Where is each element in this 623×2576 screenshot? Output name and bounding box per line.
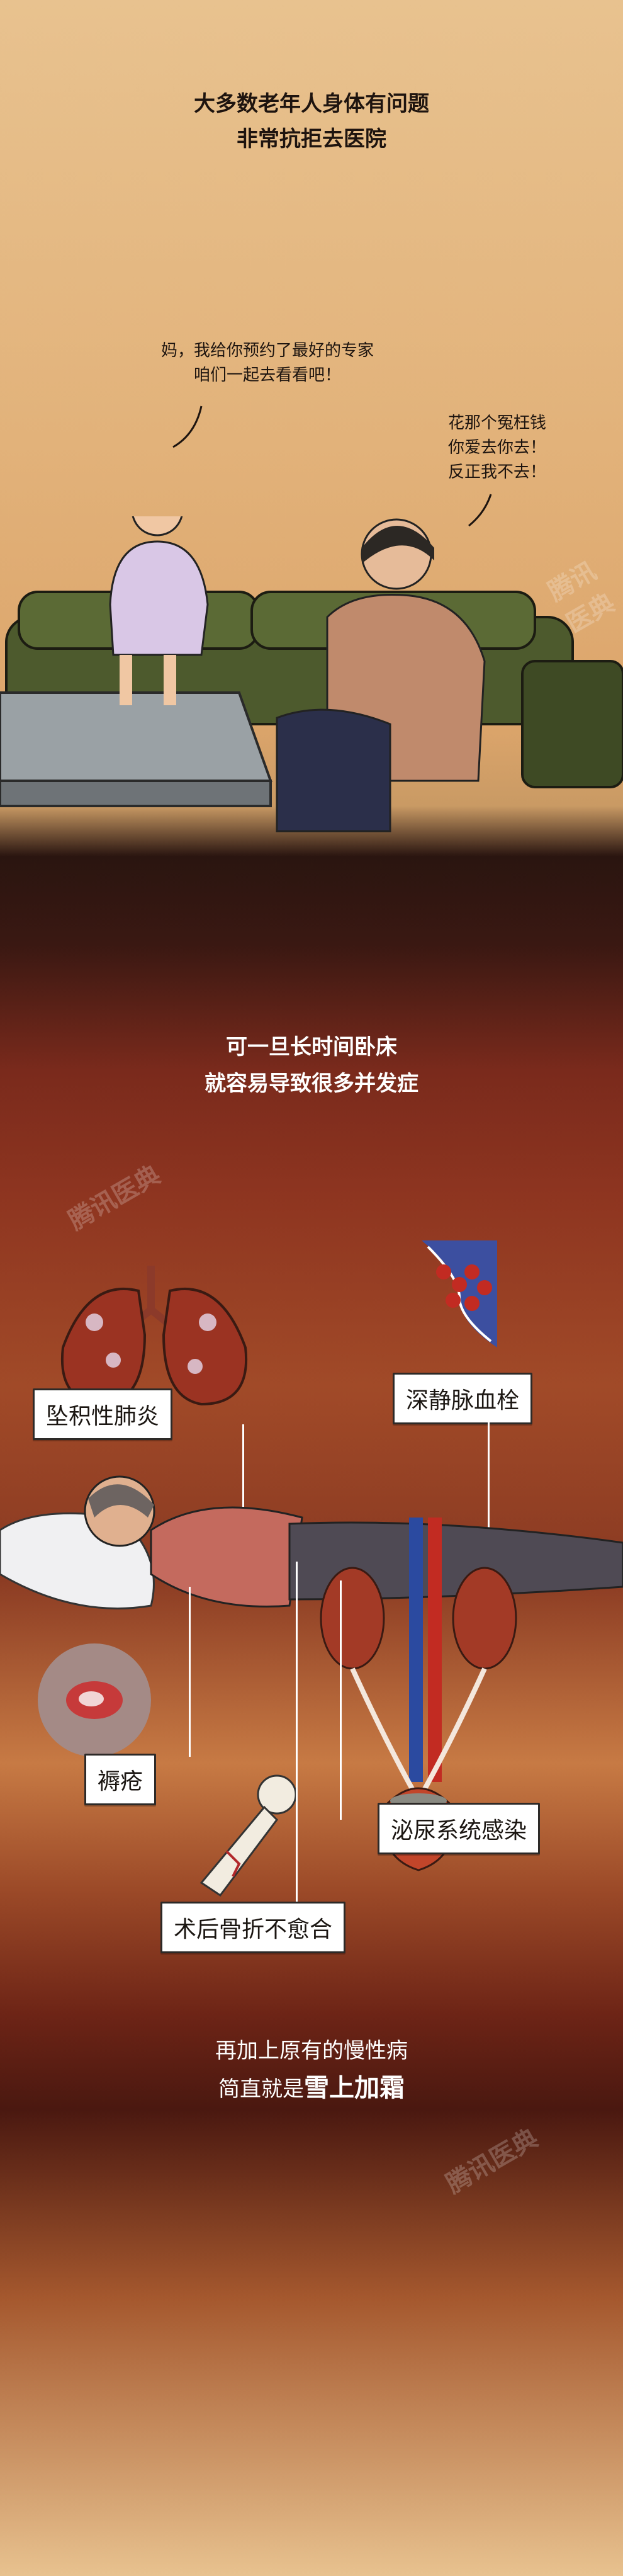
- mother-speech-line3: 反正我不去！: [447, 463, 546, 482]
- label-pneumonia: 坠积性肺炎: [33, 1388, 173, 1440]
- bottom-statement: 再加上原有的慢性病 简直就是雪上加霜: [0, 2034, 623, 2108]
- bottom-line2-emphasis: 雪上加霜: [304, 2074, 405, 2103]
- label-uti: 泌尿系统感染: [378, 1803, 541, 1854]
- panel2-title-line1: 可一旦长时间卧床: [226, 1035, 397, 1060]
- mother-speech-line1: 花那个冤枉钱: [447, 414, 546, 433]
- bottom-line2-prefix: 简直就是: [218, 2077, 304, 2102]
- mother-speech-line2: 你爱去你去！: [447, 438, 546, 457]
- label-fracture: 术后骨折不愈合: [160, 1902, 346, 1953]
- label-bedsore: 褥疮: [84, 1754, 157, 1805]
- bedridden-patient-illustration: [0, 1475, 623, 1609]
- speech-tail-icon: [172, 406, 203, 448]
- connector-line: [340, 1580, 342, 1820]
- daughter-speech-line2: 咱们一起去看看吧！: [193, 366, 341, 385]
- bottom-line1: 再加上原有的慢性病: [215, 2038, 408, 2063]
- bottom-line2: 简直就是雪上加霜: [0, 2068, 623, 2108]
- panel2-title-line2: 就容易导致很多并发症: [205, 1071, 418, 1096]
- daughter-speech-line1: 妈，我给你预约了最好的专家: [160, 341, 374, 360]
- speech-tail-icon: [468, 494, 492, 527]
- connector-line: [189, 1587, 191, 1757]
- connector-line: [296, 1562, 298, 1902]
- watermark-text: 腾讯医典: [441, 2123, 543, 2199]
- vein-thrombosis-icon: [422, 1240, 497, 1348]
- bedsore-wound-icon: [38, 1643, 151, 1757]
- daughter-speech: 妈，我给你预约了最好的专家 咱们一起去看看吧！: [126, 339, 409, 388]
- living-room-illustration: [0, 516, 623, 832]
- connector-line: [488, 1417, 490, 1530]
- broken-femur-icon: [199, 1774, 297, 1897]
- panel1-title-line2: 非常抗拒去医院: [237, 127, 386, 152]
- connector-line: [242, 1424, 244, 1512]
- lungs-icon: [60, 1266, 248, 1406]
- panel1-title-line1: 大多数老年人身体有问题: [194, 91, 429, 116]
- watermark-text: 腾讯医典: [64, 1160, 166, 1236]
- mother-speech: 花那个冤枉钱 你爱去你去！ 反正我不去！: [422, 411, 573, 485]
- label-thrombosis: 深静脉血栓: [393, 1373, 533, 1424]
